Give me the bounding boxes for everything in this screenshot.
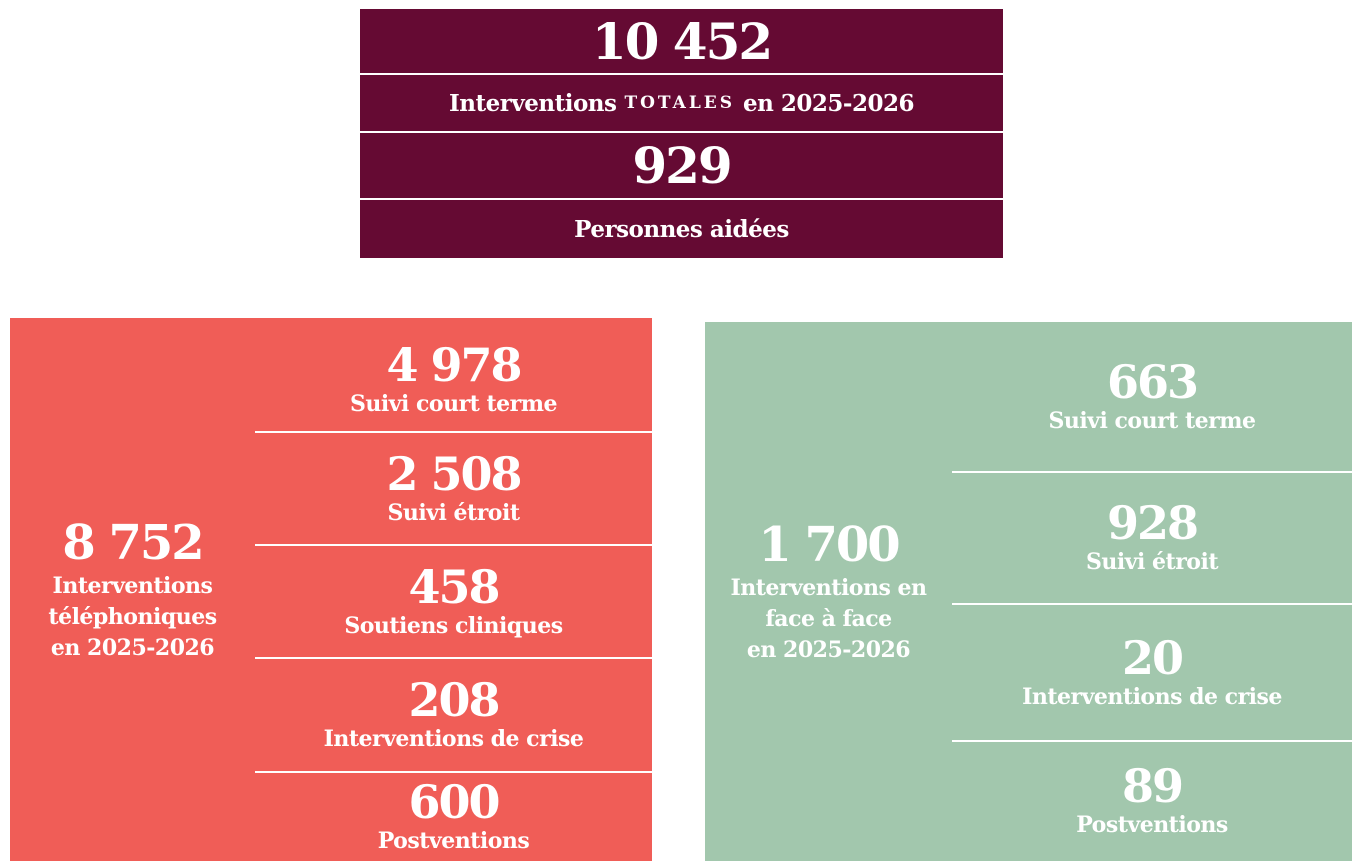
total-value: 10 452 bbox=[591, 11, 773, 71]
main-figure: 8 752 Interventions téléphoniques en 2025-2… bbox=[10, 318, 255, 861]
main-label: en 2025-2026 bbox=[50, 635, 215, 661]
main-label: Interventions bbox=[52, 573, 213, 599]
breakdown-item: 20 Interventions de crise bbox=[952, 604, 1352, 741]
separator bbox=[952, 603, 1352, 605]
main-label: face à face bbox=[765, 606, 892, 632]
label-part: TOTALES bbox=[624, 93, 736, 113]
breakdown-item: 600 Postventions bbox=[255, 772, 652, 861]
breakdown-item: 663 Suivi court terme bbox=[952, 322, 1352, 472]
item-label: Interventions de crise bbox=[1022, 683, 1282, 710]
item-value: 663 bbox=[1106, 355, 1199, 409]
separator bbox=[360, 131, 1003, 133]
item-value: 928 bbox=[1106, 496, 1199, 550]
summary-box: 10 452 Interventions TOTALES en 2025-2026 … bbox=[360, 9, 1003, 258]
item-value: 2 508 bbox=[386, 446, 522, 501]
people-value: 929 bbox=[632, 136, 732, 195]
separator bbox=[255, 657, 652, 659]
separator bbox=[952, 471, 1352, 473]
in-person-panel: 1 700 Interventions en face à face en 2025-… bbox=[705, 322, 1352, 861]
item-label: Suivi court terme bbox=[349, 391, 558, 417]
separator bbox=[360, 198, 1003, 200]
item-label: Postventions bbox=[1076, 812, 1228, 838]
phone-panel: 8 752 Interventions téléphoniques en 2025-2… bbox=[10, 318, 652, 861]
item-label: Postventions bbox=[377, 827, 530, 854]
total-label: Interventions TOTALES en 2025-2026 bbox=[360, 75, 1003, 131]
label-part: Interventions bbox=[449, 89, 617, 117]
breakdown-item: 89 Postventions bbox=[952, 741, 1352, 861]
main-value: 1 700 bbox=[758, 517, 900, 573]
main-label: téléphoniques bbox=[48, 604, 217, 630]
main-label: en 2025-2026 bbox=[746, 637, 911, 663]
separator bbox=[255, 544, 652, 546]
main-value: 8 752 bbox=[62, 515, 204, 571]
breakdown-item: 458 Soutiens cliniques bbox=[255, 545, 652, 658]
breakdown-item: 4 978 Suivi court terme bbox=[255, 328, 652, 432]
people-label: Personnes aidées bbox=[574, 215, 789, 243]
item-value: 4 978 bbox=[386, 338, 522, 392]
item-value: 208 bbox=[408, 673, 500, 727]
item-value: 600 bbox=[408, 774, 500, 829]
main-label: Interventions en bbox=[730, 575, 927, 601]
item-value: 89 bbox=[1121, 759, 1184, 813]
separator bbox=[952, 740, 1352, 742]
main-figure: 1 700 Interventions en face à face en 2025-… bbox=[705, 322, 952, 861]
breakdown-item: 208 Interventions de crise bbox=[255, 658, 652, 772]
item-label: Suivi étroit bbox=[387, 499, 520, 526]
item-label: Soutiens cliniques bbox=[344, 612, 563, 639]
breakdown-item: 928 Suivi étroit bbox=[952, 472, 1352, 604]
item-label: Suivi court terme bbox=[1048, 408, 1256, 434]
breakdown-item: 2 508 Suivi étroit bbox=[255, 432, 652, 545]
separator bbox=[360, 73, 1003, 75]
label-part: en 2025-2026 bbox=[743, 89, 914, 117]
item-label: Interventions de crise bbox=[323, 726, 584, 752]
item-value: 458 bbox=[408, 559, 500, 614]
separator bbox=[255, 771, 652, 773]
item-value: 20 bbox=[1121, 630, 1184, 685]
item-label: Suivi étroit bbox=[1086, 549, 1218, 575]
separator bbox=[255, 431, 652, 433]
